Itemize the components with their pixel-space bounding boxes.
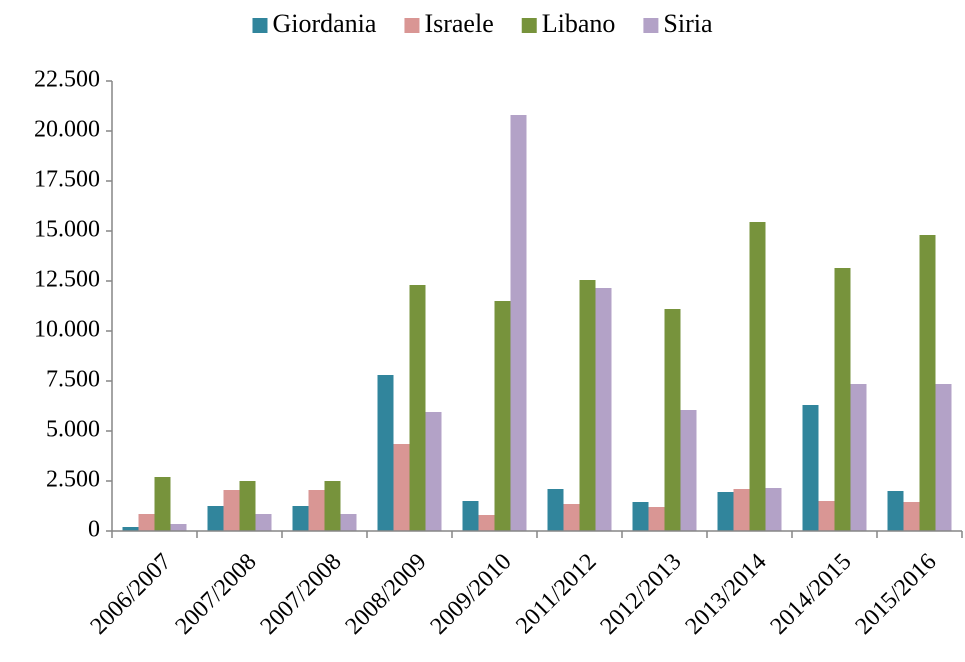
legend-label: Giordania (272, 9, 376, 38)
legend-swatch (521, 18, 537, 33)
bar (919, 235, 936, 531)
bar (765, 488, 782, 531)
x-tick-label: 2013/2014 (681, 549, 772, 640)
bar (494, 301, 511, 531)
bar (802, 405, 819, 531)
legend-swatch (404, 18, 420, 33)
x-tick-label: 2014/2015 (766, 549, 857, 640)
legend-label: Israele (424, 9, 493, 38)
bar (308, 490, 325, 531)
legend-swatch (252, 18, 268, 33)
y-tick-label: 20.000 (34, 117, 100, 143)
bar (154, 477, 171, 531)
y-tick-label: 10.000 (34, 317, 100, 343)
bar (717, 492, 734, 531)
y-tick-label: 15.000 (34, 217, 100, 243)
legend-item: Giordania (252, 9, 377, 38)
legend-item: Libano (521, 9, 616, 38)
bar (850, 384, 867, 531)
bar (733, 489, 750, 531)
x-tick-label: 2007/2008 (256, 549, 347, 640)
y-tick-label: 22.500 (34, 67, 100, 93)
x-tick-label: 2007/2008 (171, 549, 262, 640)
bar (563, 504, 580, 531)
bar (255, 514, 272, 531)
bar (239, 481, 256, 531)
bar (595, 288, 612, 531)
legend-swatch (643, 18, 659, 33)
bar (680, 410, 697, 531)
bar (122, 527, 139, 531)
bar (223, 490, 240, 531)
x-tick-label: 2006/2007 (86, 549, 177, 640)
y-tick-label: 2.500 (46, 467, 100, 493)
bar (409, 285, 426, 531)
bar (207, 506, 224, 531)
bar (664, 309, 681, 531)
bar (579, 280, 596, 531)
bar (340, 514, 357, 531)
bar (377, 375, 394, 531)
bar (324, 481, 341, 531)
y-tick-label: 7.500 (46, 367, 100, 393)
bar (138, 514, 155, 531)
bar (834, 268, 851, 531)
bar (462, 501, 479, 531)
bar (749, 222, 766, 531)
x-tick-label: 2015/2016 (851, 549, 942, 640)
legend-label: Libano (542, 9, 616, 38)
bar (648, 507, 665, 531)
bar (425, 412, 442, 531)
x-tick-label: 2012/2013 (596, 549, 687, 640)
bar (632, 502, 649, 531)
bar (170, 524, 187, 531)
bar (818, 501, 835, 531)
legend-item: Siria (643, 9, 713, 38)
legend-label: Siria (663, 9, 713, 38)
legend-item: Israele (404, 9, 494, 38)
x-tick-label: 2008/2009 (341, 549, 432, 640)
bar (510, 115, 527, 531)
x-tick-label: 2009/2010 (426, 549, 517, 640)
bar (935, 384, 952, 531)
bar (292, 506, 309, 531)
bar (903, 502, 920, 531)
y-tick-label: 0 (88, 517, 100, 543)
y-tick-label: 5.000 (46, 417, 100, 443)
bar (393, 444, 410, 531)
bar (478, 515, 495, 531)
bar (887, 491, 904, 531)
bar (547, 489, 564, 531)
y-tick-label: 12.500 (34, 267, 100, 293)
y-tick-label: 17.500 (34, 167, 100, 193)
x-tick-label: 2011/2012 (511, 549, 601, 639)
